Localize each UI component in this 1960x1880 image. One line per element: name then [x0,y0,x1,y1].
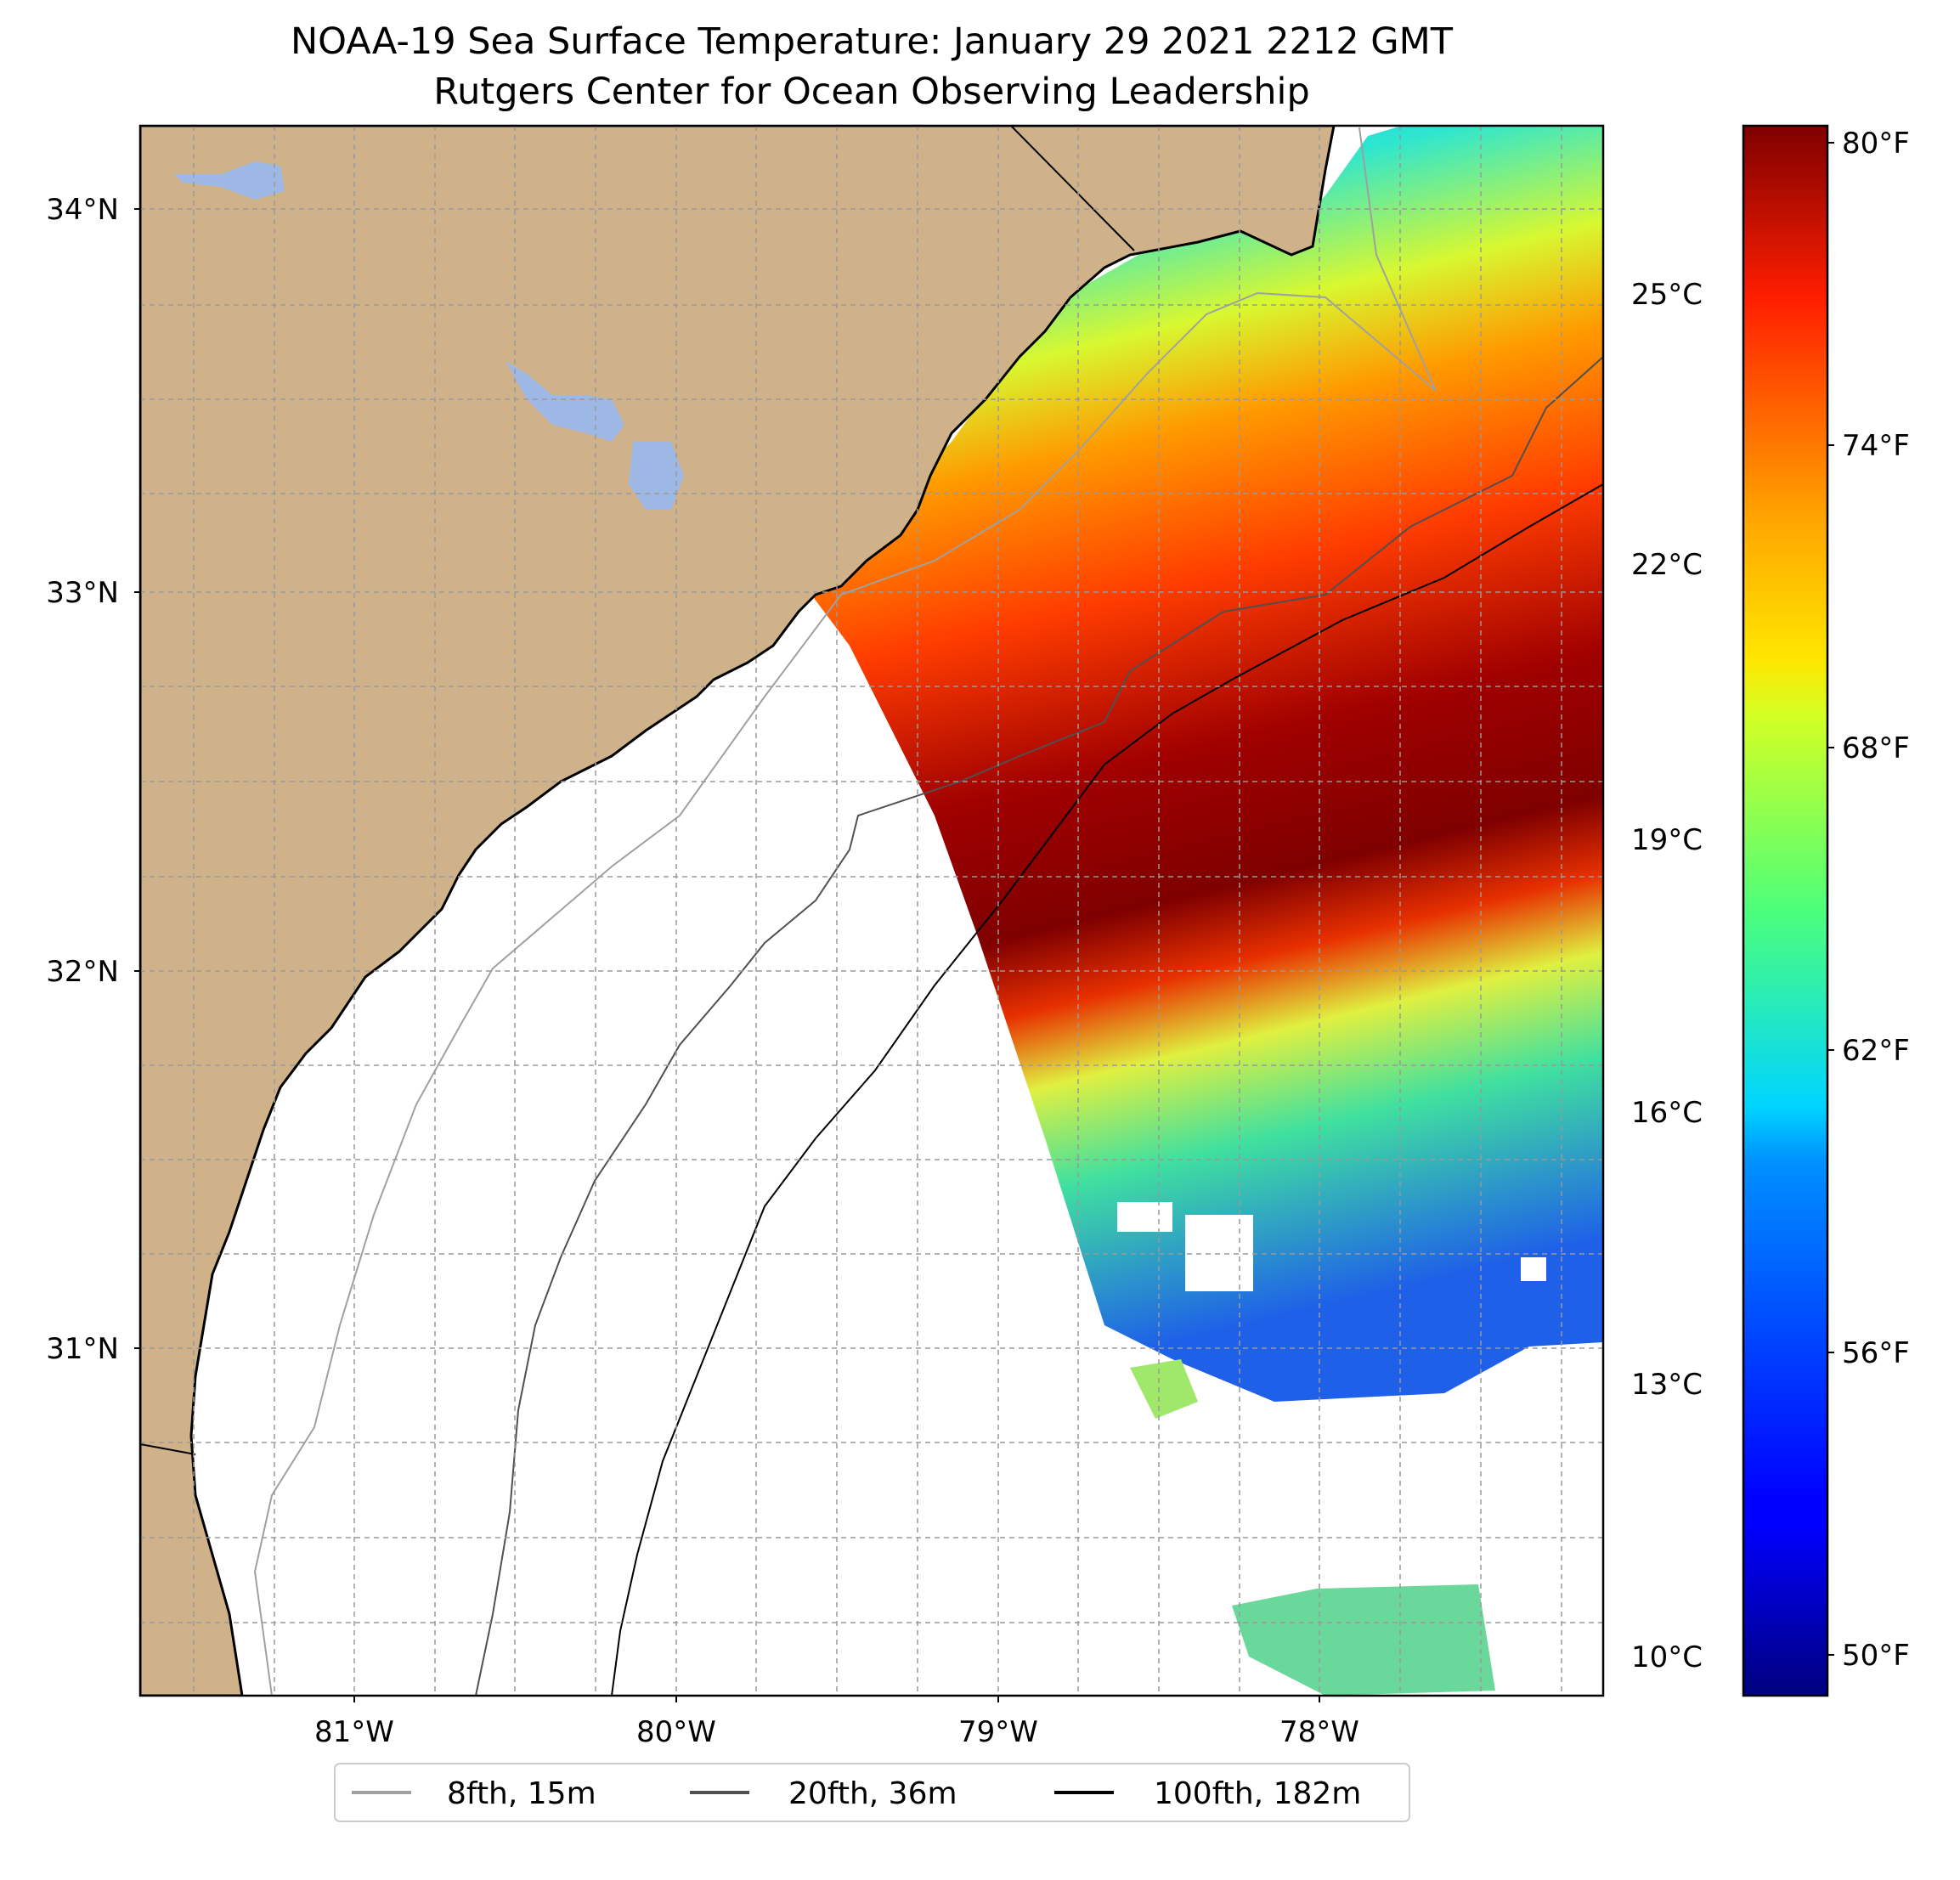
celsius-tick-label: 19°C [1631,823,1703,857]
fahrenheit-tick-label: 74°F [1842,429,1910,463]
fahrenheit-tick-label: 62°F [1842,1034,1910,1068]
legend-label: 8fth, 15m [447,1776,596,1811]
cloud-gap [1185,1215,1253,1291]
lake-marion [506,361,624,442]
celsius-tick-label: 10°C [1631,1640,1703,1674]
celsius-tick-label: 16°C [1631,1096,1703,1130]
celsius-tick-label: 22°C [1631,548,1703,582]
lake-north [174,161,285,200]
lat-tick-label: 33°N [46,576,119,610]
isobath-36m [475,356,1603,1696]
figure-title-line2: Rutgers Center for Ocean Observing Leade… [433,71,1310,113]
cloud-gap [1521,1257,1546,1281]
state-border [1010,126,1135,251]
lat-tick-label: 32°N [46,955,119,989]
sst-patch-mid [1130,1359,1198,1419]
isobath-182m [611,483,1603,1696]
fahrenheit-tick-label: 56°F [1842,1336,1910,1370]
celsius-tick-label: 25°C [1631,278,1703,312]
legend: 8fth, 15m 20fth, 36m 100fth, 182m [334,1763,1410,1822]
lon-tick-label: 80°W [636,1715,716,1749]
land-area [140,126,1336,1696]
colorbar: 80°F 74°F 68°F 62°F 56°F 50°F [1742,124,1910,1697]
map-frame [138,124,1605,1697]
lake-moultrie [629,442,684,510]
isobath-15m [253,127,1437,1696]
gridlines [140,126,1603,1696]
fahrenheit-tick-label: 50°F [1842,1639,1910,1673]
lon-tick-label: 78°W [1279,1715,1359,1749]
lon-tick-label: 81°W [314,1715,394,1749]
lat-tick-label: 34°N [46,193,119,227]
lat-axis: 34°N 33°N 32°N 31°N [46,193,140,1366]
sst-patch-south [1232,1584,1495,1696]
fahrenheit-tick-label: 68°F [1842,731,1910,765]
legend-label: 20fth, 36m [788,1776,957,1811]
celsius-axis: 25°C 22°C 19°C 16°C 13°C 10°C [1631,278,1703,1674]
lon-axis: 81°W 80°W 79°W 78°W [314,1696,1359,1749]
lat-tick-label: 31°N [46,1332,119,1366]
state-border [140,1443,196,1455]
map-area [140,126,1603,1696]
colorbar-gradient [1742,124,1829,1697]
celsius-tick-label: 13°C [1631,1368,1703,1402]
figure-title-line1: NOAA-19 Sea Surface Temperature: January… [291,20,1454,63]
legend-box [334,1763,1410,1822]
cloud-gap [1117,1202,1172,1232]
sst-swath [811,126,1603,1402]
legend-label: 100fth, 182m [1154,1776,1361,1811]
lon-tick-label: 79°W [958,1715,1038,1749]
fahrenheit-tick-label: 80°F [1842,127,1910,161]
